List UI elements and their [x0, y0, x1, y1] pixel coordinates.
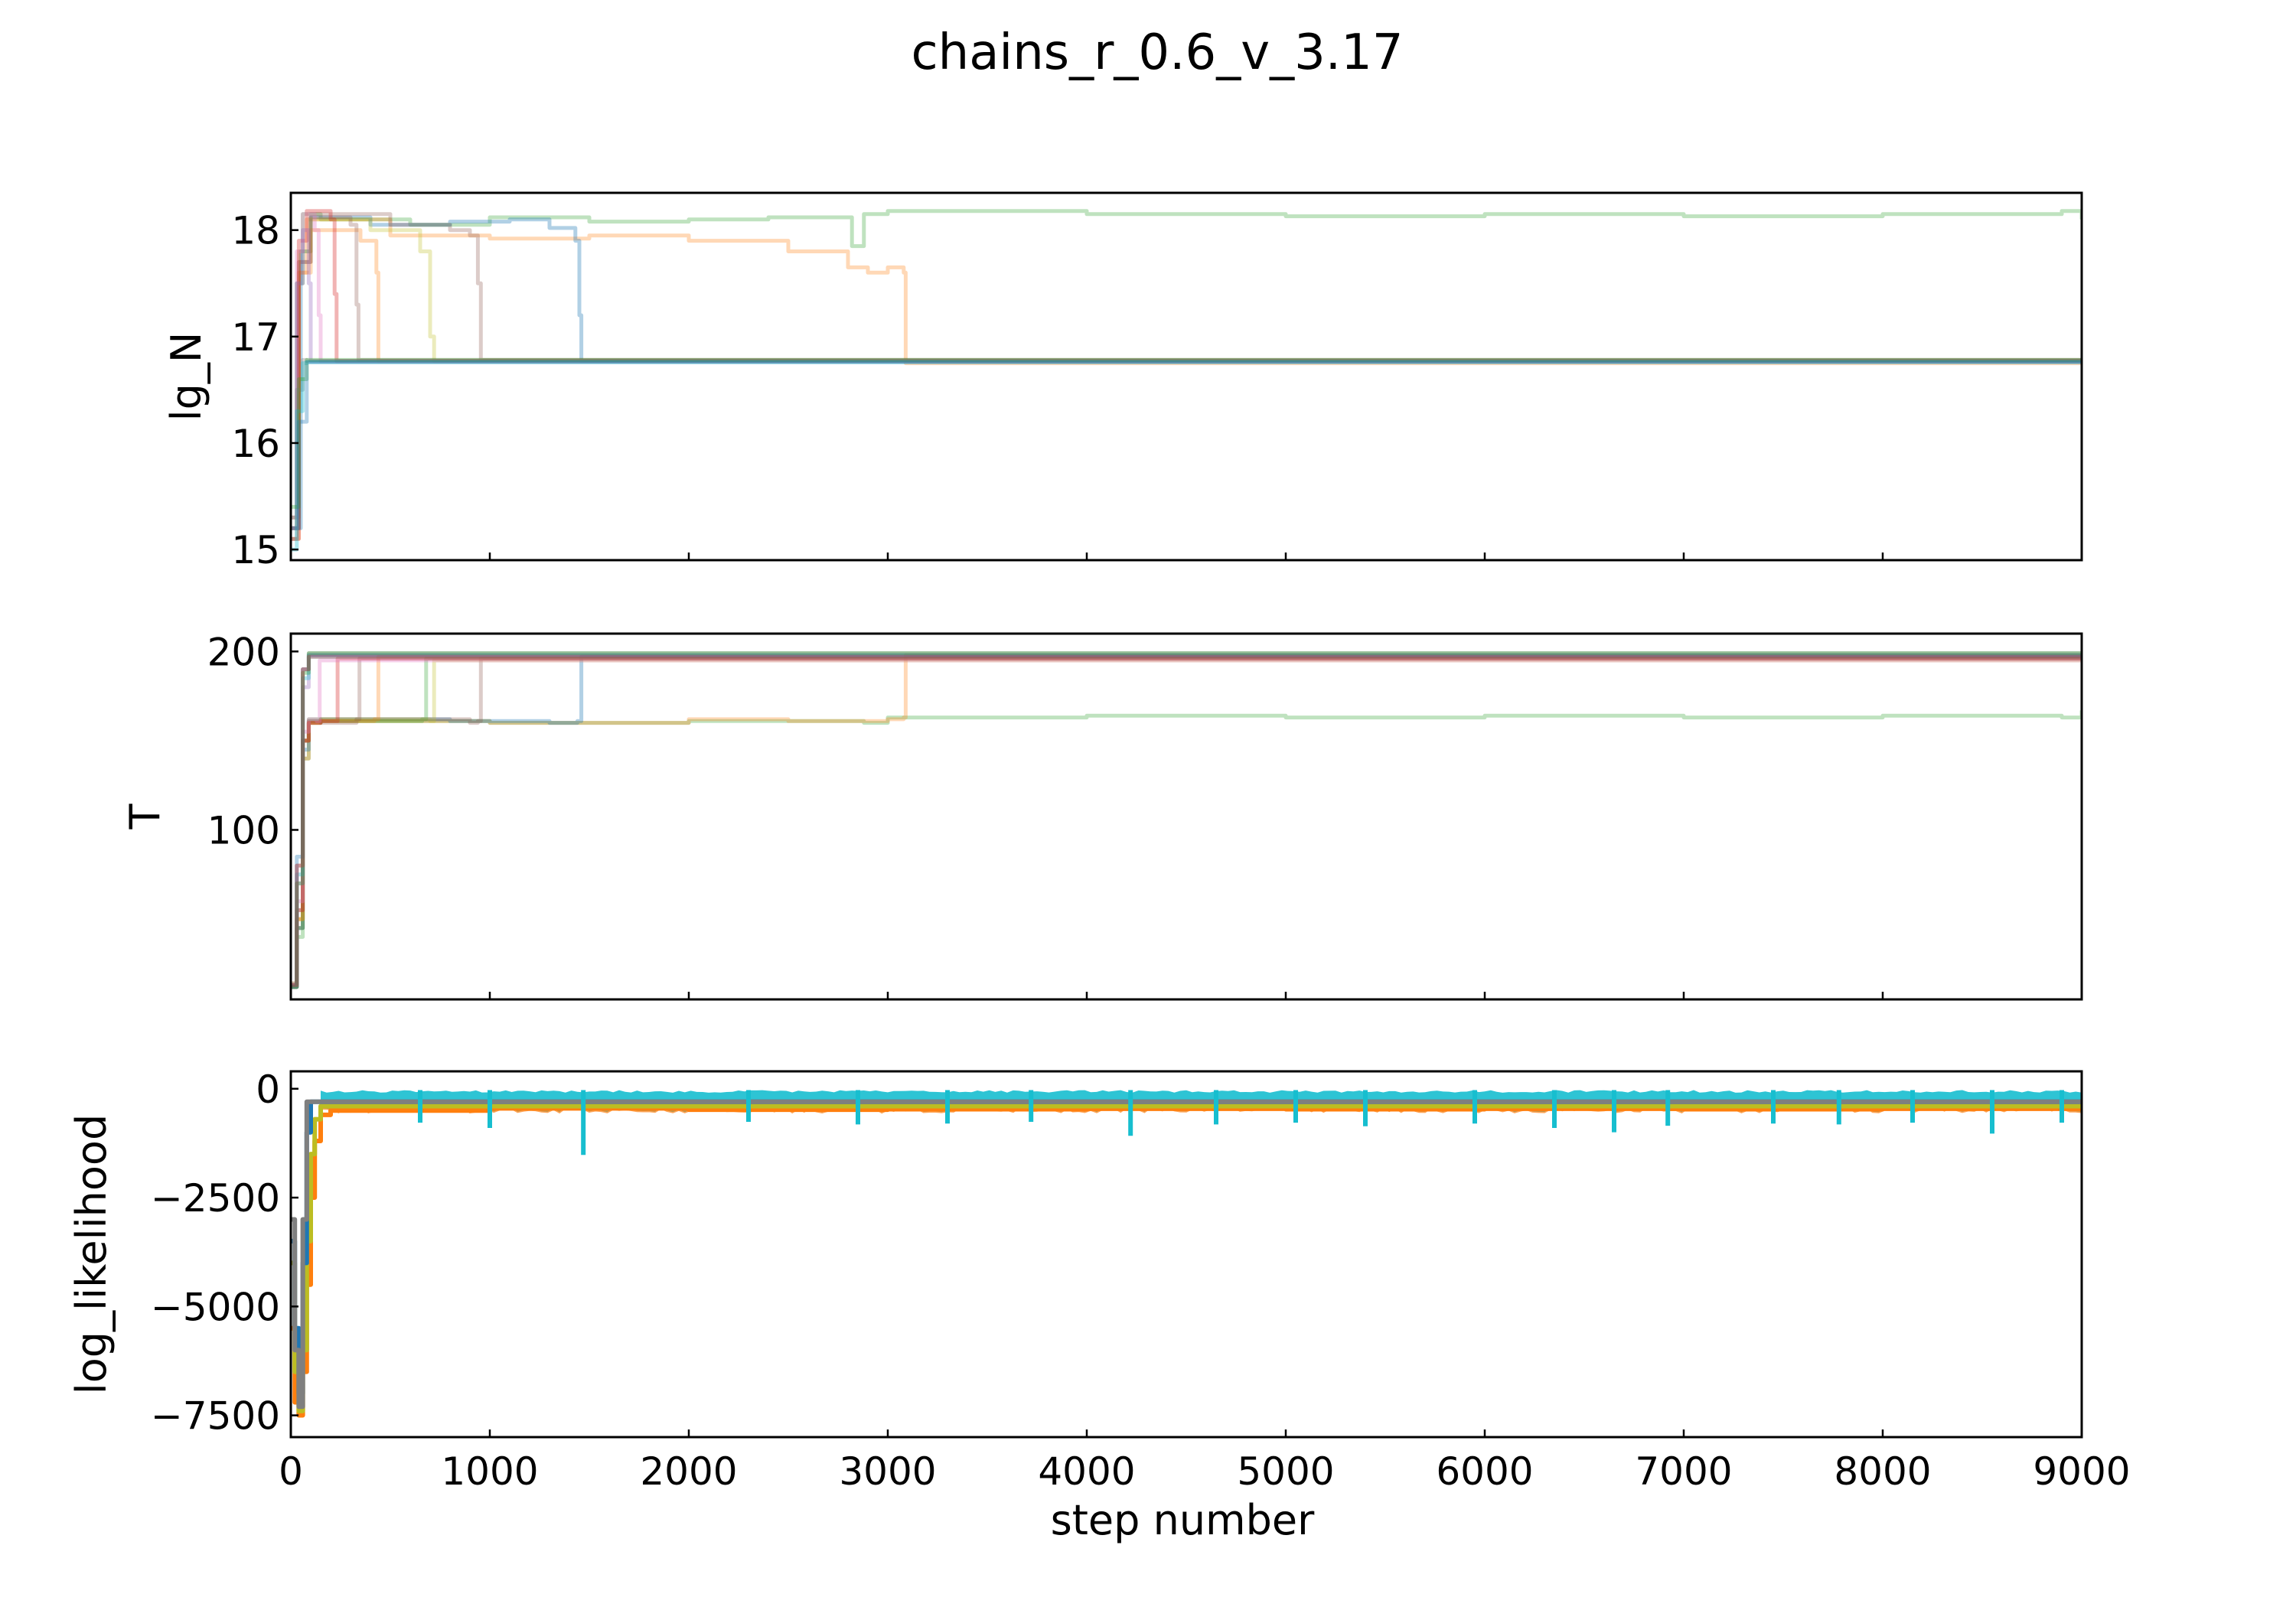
- walker-trace: [291, 710, 2082, 989]
- walker-trace: [291, 654, 2082, 987]
- y-tick-label: 17: [231, 315, 280, 360]
- panel-log-likelihood: 0 1000 2000 3000 4000 5000 6000 7000 8000 9000 0 −2…: [67, 1068, 2131, 1494]
- walker-trace: [291, 215, 2082, 530]
- y-tick-label: 0: [256, 1068, 280, 1112]
- walker-trace: [291, 209, 2082, 541]
- walker-trace: [291, 657, 2082, 989]
- y-axis-label: T: [121, 804, 169, 830]
- walker-trace: [291, 357, 2082, 509]
- walker-trace: [291, 212, 2082, 530]
- x-tick-label: 5000: [1237, 1449, 1334, 1494]
- plot-area: [291, 209, 2082, 552]
- panel-lg-n: 15 16 17 18 lg_N: [162, 191, 2083, 572]
- walker-trace: [291, 657, 2082, 989]
- y-tick-label: 16: [231, 422, 280, 466]
- x-tick-label: 9000: [2033, 1449, 2130, 1494]
- x-tick-label: 7000: [1635, 1449, 1732, 1494]
- x-tick-label: 8000: [1834, 1449, 1931, 1494]
- x-tick-label: 0: [279, 1449, 303, 1494]
- walker-trace: [291, 657, 2082, 987]
- x-tick-label: 2000: [640, 1449, 737, 1494]
- axes-frame: [289, 191, 2083, 562]
- walker-trace: [291, 657, 2082, 987]
- x-tick-label: 3000: [839, 1449, 936, 1494]
- y-tick-label: 100: [207, 808, 280, 852]
- walker-trace: [291, 657, 2082, 987]
- y-tick-label: 18: [231, 209, 280, 253]
- y-tick-label: 200: [207, 630, 280, 674]
- walker-trace: [291, 209, 2082, 530]
- x-tick-label: 4000: [1038, 1449, 1135, 1494]
- y-axis-label: log_likelihood: [67, 1114, 116, 1394]
- walker-trace: [291, 228, 2082, 520]
- walker-trace: [291, 653, 2082, 989]
- y-tick-label: −2500: [151, 1176, 280, 1221]
- x-axis-label: step number: [1051, 1496, 1316, 1544]
- plot-area: [291, 651, 2082, 989]
- walker-trace: [291, 651, 2082, 986]
- walker-trace: [291, 657, 2082, 989]
- walker-trace: [291, 357, 2082, 541]
- walker-trace: [291, 654, 2082, 989]
- y-axis-label: lg_N: [162, 332, 210, 422]
- x-tick-label: 1000: [441, 1449, 538, 1494]
- walker-trace: [291, 653, 2082, 986]
- walker-trace: [291, 217, 2082, 520]
- walker-trace: [291, 212, 2082, 520]
- axes-frame: [289, 1070, 2083, 1439]
- walker-trace: [291, 360, 2082, 552]
- y-tick-label: −7500: [151, 1394, 280, 1439]
- walker-trace: [291, 654, 2082, 989]
- plot-area: [291, 1090, 2082, 1418]
- x-tick-label: 6000: [1436, 1449, 1533, 1494]
- figure-title: chains_r_0.6_v_3.17: [911, 24, 1403, 81]
- walker-trace: [291, 215, 2082, 530]
- y-tick-label: −5000: [151, 1285, 280, 1329]
- panel-t: 100 200 T: [121, 630, 2083, 1001]
- walker-trace: [291, 651, 2082, 989]
- axes-frame: [289, 632, 2083, 1001]
- walker-trace: [291, 653, 2082, 987]
- walker-trace: [291, 654, 2082, 989]
- walker-trace: [291, 360, 2082, 530]
- walker-trace: [291, 217, 2082, 541]
- walker-trace: [291, 228, 2082, 530]
- y-tick-label: 15: [231, 528, 280, 572]
